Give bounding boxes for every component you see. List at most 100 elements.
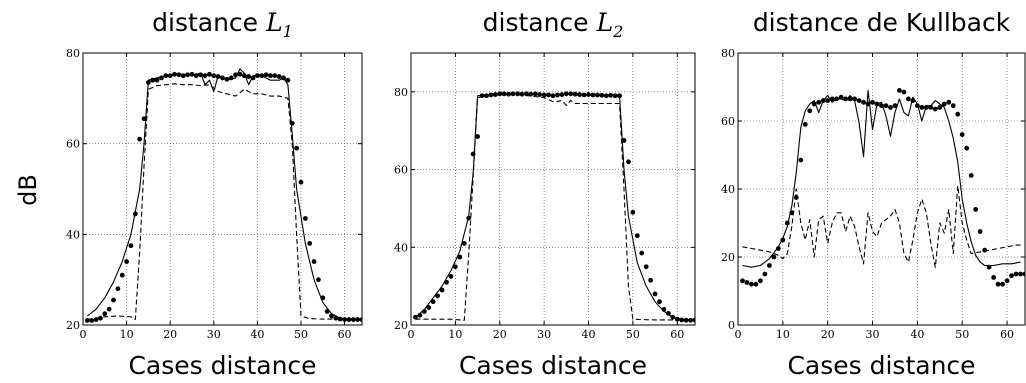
panel-1-x-tick-label: 20: [163, 328, 177, 341]
panel-3-series-solid-line: [742, 89, 1021, 268]
panel-3-x-tick-label: 50: [955, 328, 969, 341]
panel-3-x-tick-label: 30: [866, 328, 880, 341]
panel-3-data-point: [843, 96, 849, 102]
panel-2-data-point: [519, 91, 525, 97]
panel-1-x-axis-label: Cases distance: [128, 351, 316, 380]
panel-1-x-tick-label: 60: [338, 328, 352, 341]
panel-3-data-point: [816, 99, 822, 105]
panel-1-series-solid-line: [87, 68, 358, 321]
panel-1-data-point: [224, 76, 230, 82]
panel-3-data-point: [1018, 271, 1023, 277]
panel-2-data-point: [550, 93, 556, 99]
panel-1-x-tick-label: 10: [120, 328, 134, 341]
panel-1: 0 10 20 30 40 50 60 20 40 60 80 distance L1 Cases dis…: [66, 8, 363, 380]
panel-2-data-point: [665, 310, 671, 316]
panel-3-data-point: [771, 254, 777, 260]
panel-2-data-point: [444, 279, 449, 285]
panel-1-data-point: [89, 318, 95, 323]
panel-1-data-point: [185, 72, 191, 78]
panel-2-data-point: [572, 91, 578, 97]
panel-1-x-tick-label: 50: [294, 328, 308, 341]
panel-3-title: distance de Kullback: [753, 8, 1011, 37]
panel-3-data-point: [762, 271, 768, 277]
panel-3-x-tick-label: 0: [735, 328, 742, 341]
panel-2-data-point: [421, 309, 427, 314]
panel-2-series-solid-line: [415, 92, 691, 321]
panel-3-data-point: [820, 98, 826, 103]
panel-2-axes-frame: [410, 52, 696, 326]
panel-3-data-point: [941, 101, 947, 107]
panel-1-data-point: [98, 315, 103, 321]
panel-1-data-point: [259, 73, 265, 79]
panel-1-series-dashed-line: [87, 83, 358, 321]
panel-2-data-point: [515, 91, 520, 97]
panel-2-data-point: [590, 92, 596, 98]
panel-3-data-point: [838, 94, 844, 100]
panel-1-data-point: [250, 75, 256, 81]
panel-3-data-point: [1009, 273, 1014, 279]
panel-1-data-point: [311, 259, 317, 264]
panel-1-data-point: [281, 75, 286, 81]
panel-1-data-point: [111, 297, 116, 303]
panel-2-title-math: L: [596, 8, 614, 37]
panel-1-y-tick-label: 80: [66, 47, 80, 60]
panel-2-data-point: [608, 92, 614, 98]
panel-2-data-point: [599, 92, 605, 98]
panel-3-data-point: [986, 264, 992, 270]
panel-1-data-point: [159, 75, 164, 81]
panel-1-data-point: [268, 73, 273, 79]
panel-3-x-tick-label: 10: [776, 328, 790, 341]
panel-1-data-point: [128, 243, 134, 249]
panel-3-x-tick-label: 20: [821, 328, 835, 341]
panel-2-data-point: [510, 91, 516, 97]
panel-3-data-point: [888, 105, 893, 110]
panel-1-data-point: [215, 74, 221, 79]
panel-1-data-point: [324, 309, 330, 314]
panel-1-data-point: [320, 295, 326, 301]
panel-2-data-point: [555, 92, 560, 98]
panel-1-data-point: [272, 73, 278, 79]
panel-3-data-point: [793, 195, 799, 200]
panel-2-data-point: [679, 317, 685, 323]
panel-1-data-point: [307, 241, 313, 246]
panel-1-data-point: [172, 71, 177, 77]
panel-3-data-point: [807, 108, 813, 114]
panel-2-data-point: [692, 317, 695, 323]
panel-2-data-point: [674, 316, 680, 322]
panel-1-data-point: [93, 317, 99, 322]
panel-2-data-point: [452, 264, 458, 270]
panel-3-data-point: [744, 280, 750, 285]
panel-1-plot-area: [84, 68, 362, 323]
panel-2-title-subscript: 2: [612, 22, 623, 41]
panel-1-x-tick-label: 0: [80, 328, 87, 341]
panel-2-title-text: distance: [483, 8, 589, 37]
panel-3-data-point: [861, 99, 866, 105]
panel-3-data-point: [897, 88, 902, 93]
panel-2-data-point: [563, 91, 569, 97]
panel-1-data-point: [285, 77, 291, 83]
panel-1-data-point: [355, 317, 361, 322]
panel-2-data-point: [617, 93, 622, 99]
panel-3-data-point: [856, 98, 862, 103]
panel-3-data-point: [955, 111, 961, 117]
panel-2-x-tick-label: 30: [537, 328, 551, 341]
panel-1-data-point: [241, 73, 247, 79]
panel-3-data-point: [906, 96, 911, 102]
panel-1-data-point: [233, 72, 238, 78]
panel-2-y-tick-label: 80: [394, 86, 408, 99]
panel-3-data-point: [914, 103, 920, 109]
panel-3-data-point: [802, 122, 808, 127]
panel-1-data-point: [154, 77, 160, 83]
panel-3-data-point: [740, 278, 745, 284]
panel-2-y-tick-label: 40: [394, 241, 408, 254]
panel-2-data-point: [461, 241, 467, 246]
panel-3-data-point: [780, 237, 786, 243]
panel-1-data-point: [132, 211, 138, 217]
panel-1-data-point: [359, 317, 362, 322]
panel-2-x-tick-label: 20: [493, 328, 507, 341]
panel-3-data-point: [749, 281, 754, 287]
panel-2-data-point: [568, 91, 574, 97]
panel-1-data-point: [276, 74, 282, 79]
panel-2-data-point: [417, 312, 423, 318]
